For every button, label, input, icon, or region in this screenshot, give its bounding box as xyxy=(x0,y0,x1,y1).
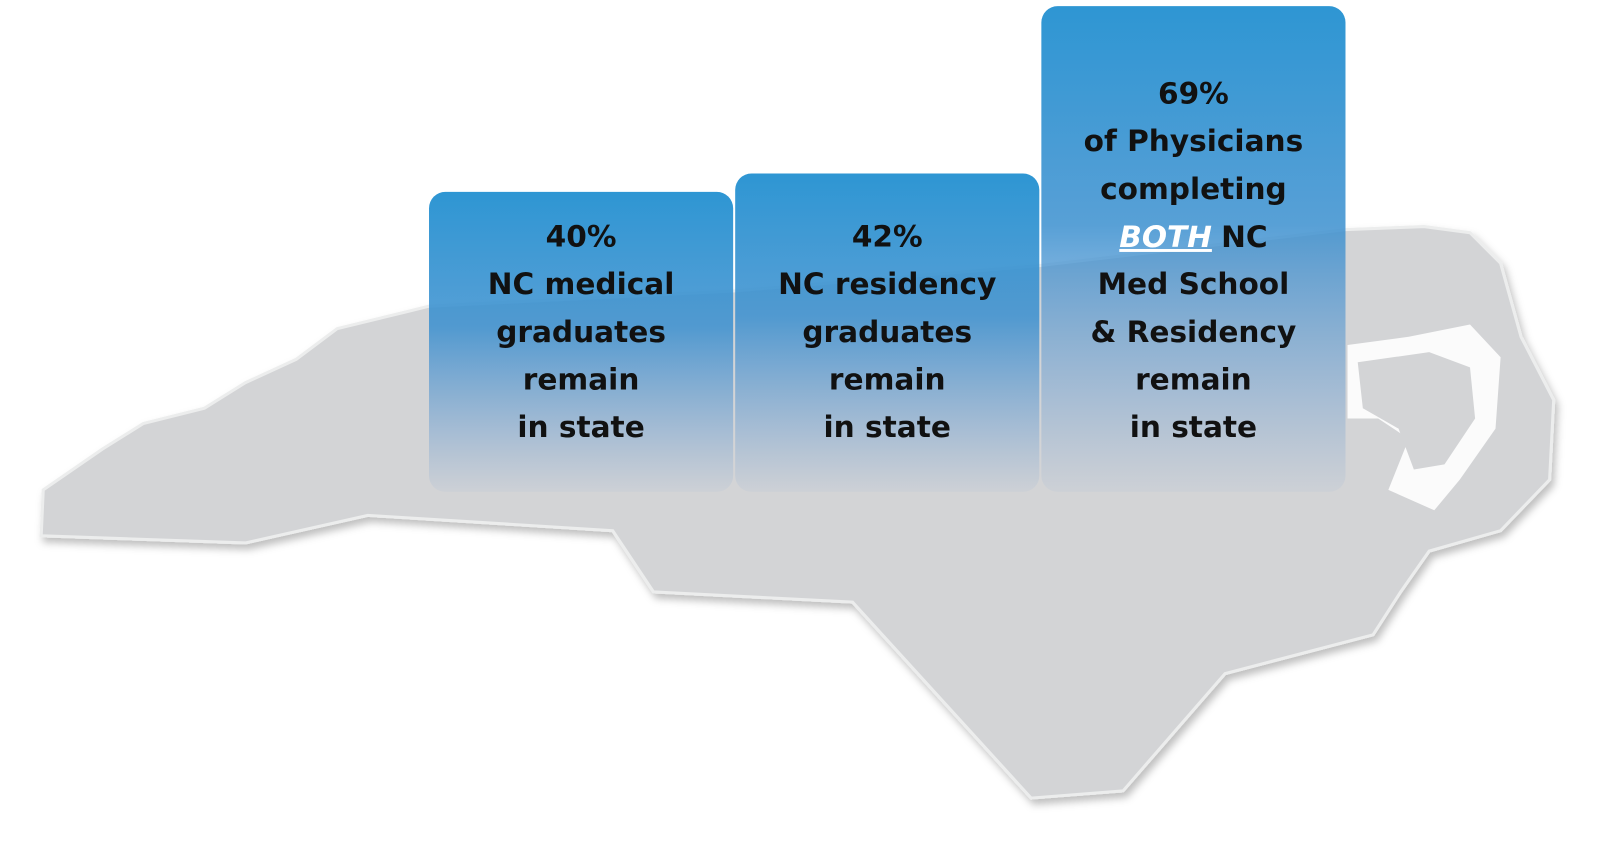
stat-line: of Physicians xyxy=(1084,124,1304,158)
stat-line: remain xyxy=(1135,362,1252,396)
stat-box xyxy=(429,191,734,492)
stat-line: in state xyxy=(517,410,644,444)
stat-boxes: 40% NC medical graduates remain in state 42% N… xyxy=(429,6,1346,492)
stat-line: graduates xyxy=(802,315,972,349)
stat-line: Med School xyxy=(1098,267,1290,301)
stat-line: graduates xyxy=(496,315,666,349)
stat-line: BOTH NC xyxy=(1119,219,1267,253)
stat-line: completing xyxy=(1100,172,1287,206)
emphasis: BOTH xyxy=(1119,219,1212,253)
stat-line: in state xyxy=(824,410,951,444)
stat-text: NC xyxy=(1221,219,1267,253)
stat-line: NC residency xyxy=(778,267,996,301)
stat-line: & Residency xyxy=(1091,315,1297,349)
stat-line: remain xyxy=(829,362,946,396)
stat-line: 69% xyxy=(1158,77,1229,111)
sound-land xyxy=(1357,352,1476,470)
stat-line: in state xyxy=(1130,410,1257,444)
stat-line: 42% xyxy=(852,219,923,253)
stat-box xyxy=(735,173,1040,492)
stat-line: 40% xyxy=(546,219,617,253)
stat-box xyxy=(1041,6,1346,492)
stat-line: NC medical xyxy=(488,267,675,301)
stat-line: remain xyxy=(523,362,640,396)
